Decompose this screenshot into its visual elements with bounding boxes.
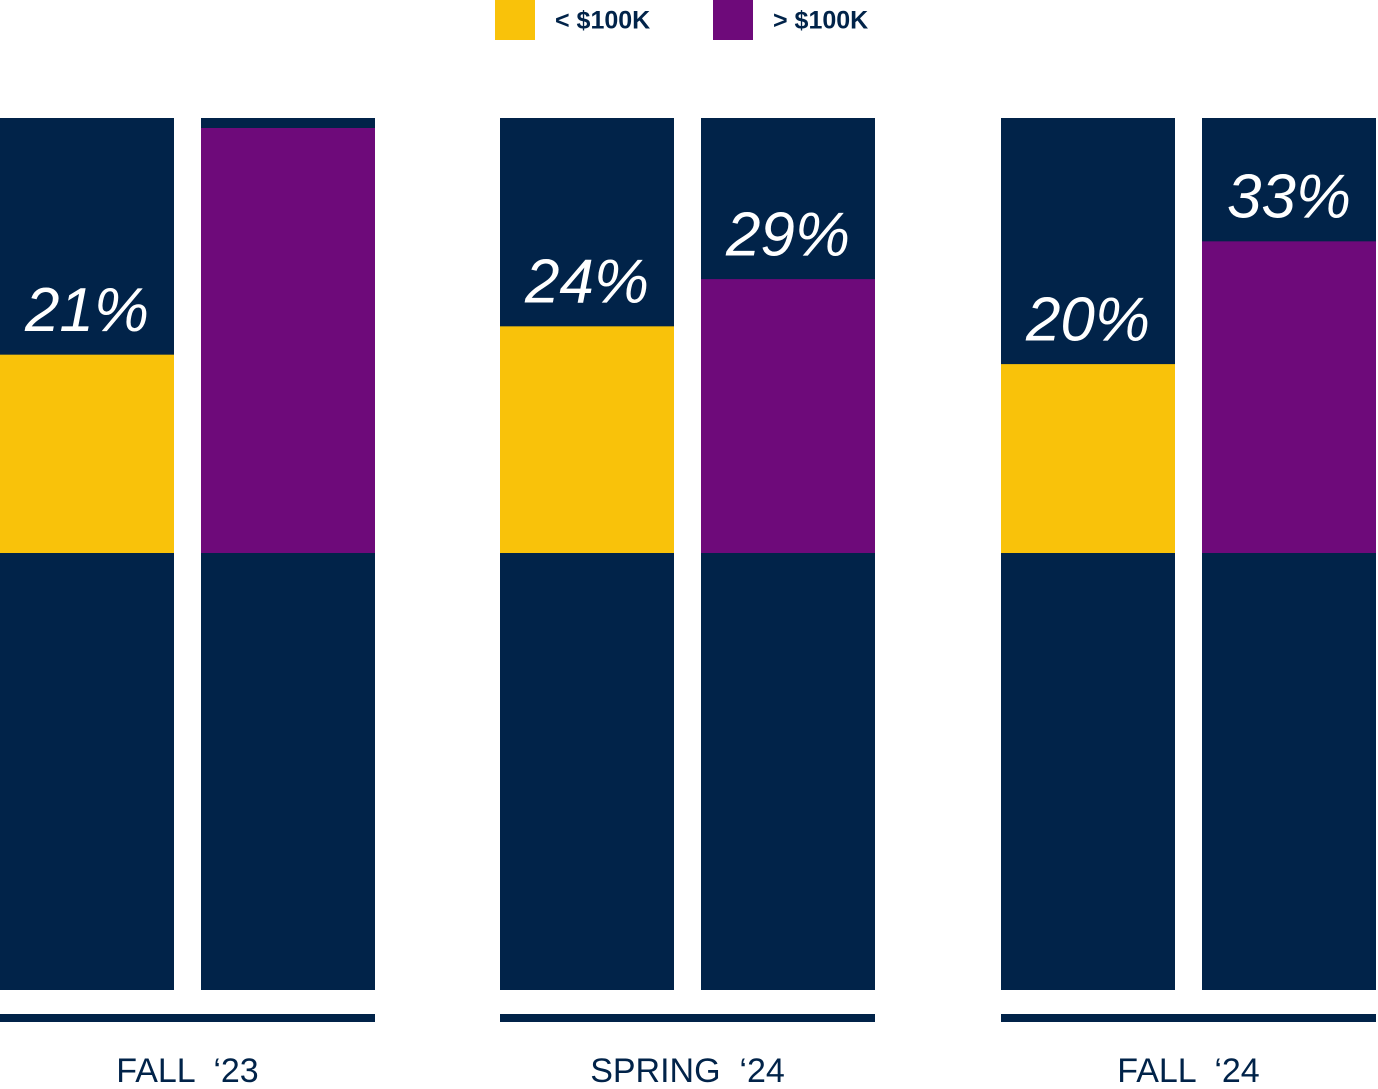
bar bbox=[201, 128, 375, 553]
value-label: 33% bbox=[1227, 163, 1351, 232]
legend-label: < $100K bbox=[555, 7, 650, 35]
value-label: 29% bbox=[725, 200, 850, 269]
group-underline bbox=[500, 1014, 875, 1022]
legend-label: > $100K bbox=[773, 7, 868, 35]
value-label: 21% bbox=[24, 276, 149, 345]
bar-background bbox=[500, 118, 674, 990]
value-label: 20% bbox=[1025, 285, 1150, 354]
legend-swatch bbox=[713, 0, 753, 40]
bar bbox=[0, 354, 174, 553]
bar bbox=[1001, 364, 1175, 553]
bar bbox=[701, 279, 875, 553]
bar-background bbox=[701, 118, 875, 990]
group-underline bbox=[0, 1014, 375, 1022]
x-tick-label: SPRING ‘24 bbox=[590, 1052, 785, 1089]
x-tick-label: FALL ‘23 bbox=[116, 1052, 258, 1089]
x-tick-label: FALL ‘24 bbox=[1117, 1052, 1259, 1089]
bar-background bbox=[0, 118, 174, 990]
bar-background bbox=[1001, 118, 1175, 990]
value-label: 45% bbox=[226, 49, 350, 118]
legend-swatch bbox=[495, 0, 535, 40]
group-underline bbox=[1001, 1014, 1376, 1022]
bar bbox=[500, 326, 674, 553]
bar bbox=[1202, 241, 1376, 554]
value-label: 24% bbox=[524, 248, 649, 317]
